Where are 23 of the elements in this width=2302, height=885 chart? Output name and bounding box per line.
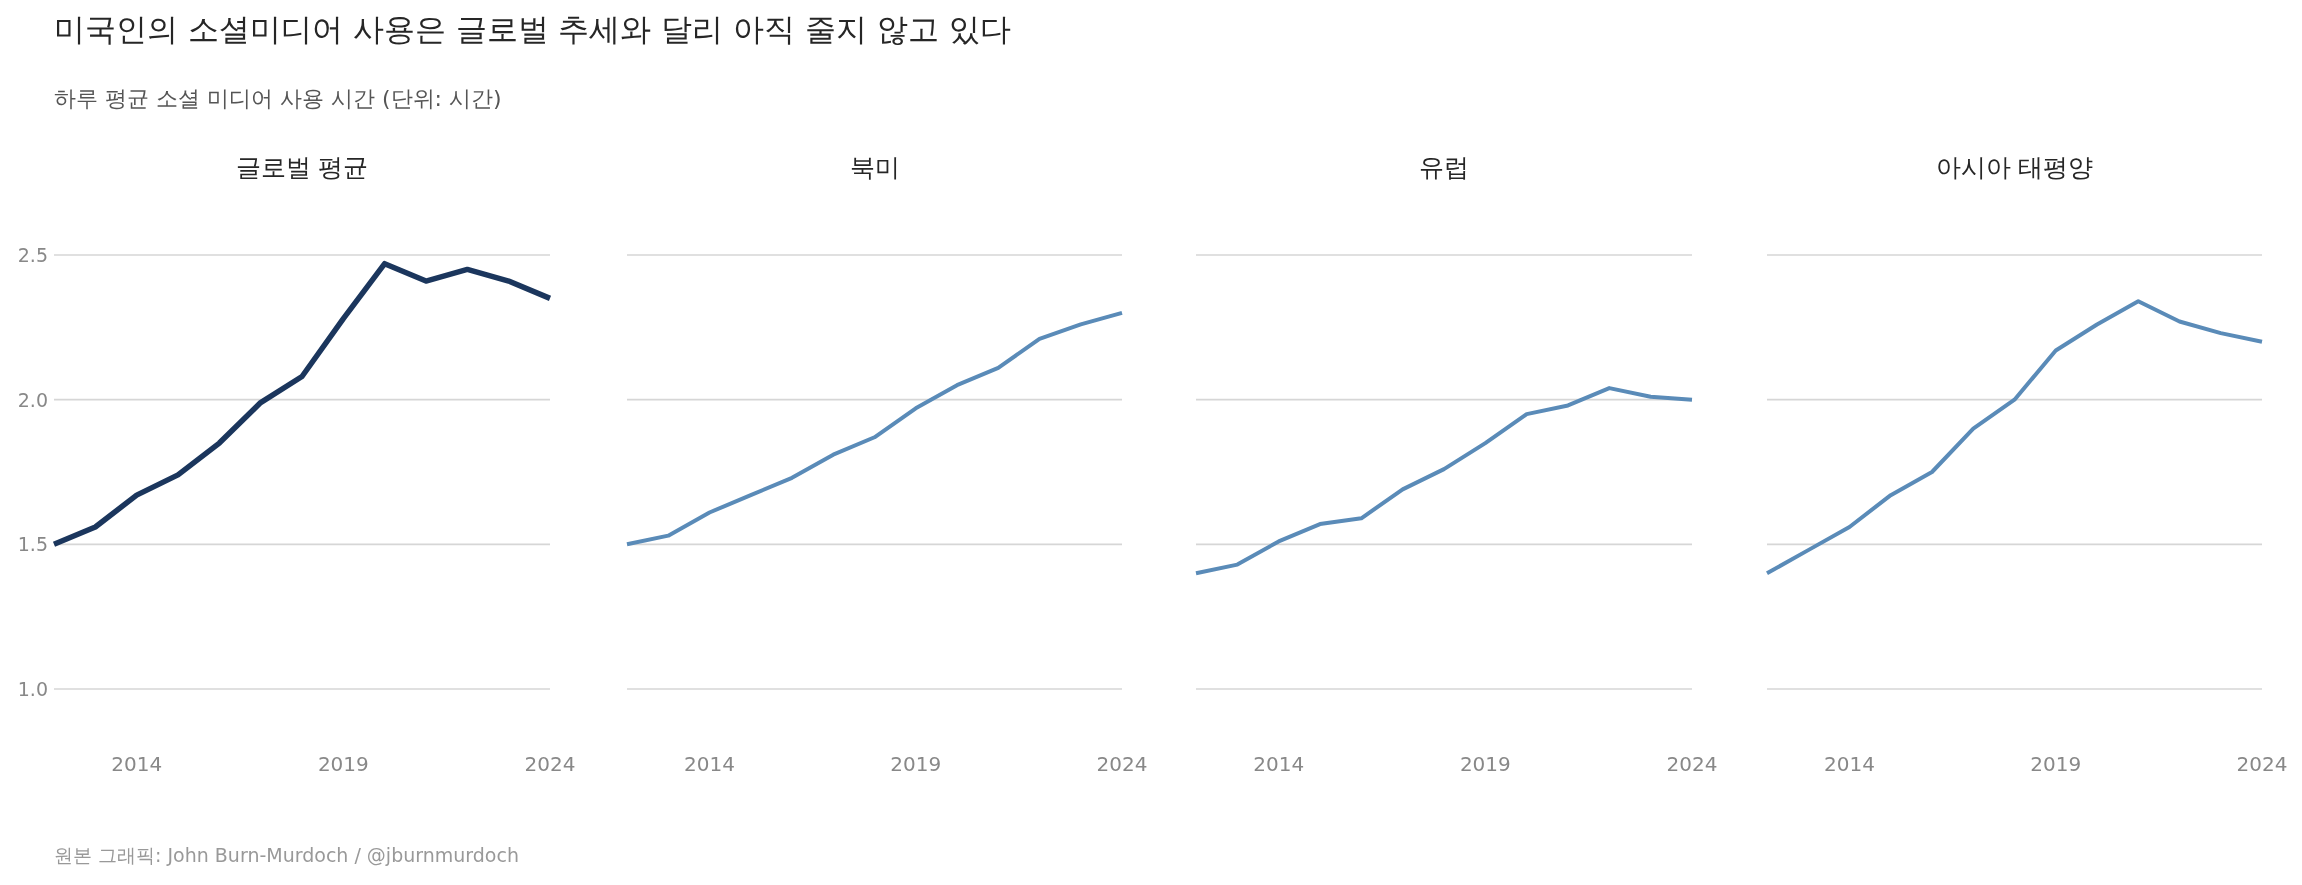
x-tick-label: 2024 xyxy=(2236,752,2288,776)
x-tick-label: 2024 xyxy=(1096,752,1148,776)
x-tick-label: 2014 xyxy=(1253,752,1305,776)
y-tick-label: 2.5 xyxy=(17,244,48,266)
x-tick-label: 2019 xyxy=(317,752,369,776)
x-tick-label: 2024 xyxy=(1666,752,1718,776)
x-tick-label: 2019 xyxy=(1459,752,1511,776)
x-tick-label: 2014 xyxy=(684,752,735,776)
text: 하루 평균 소셜 미디어 사용 시간 (단위: 시간) xyxy=(54,86,502,111)
text: 원본 그래픽: John Burn-Murdoch / @jburnmurdoch xyxy=(54,844,519,866)
y-tick-label: 2.0 xyxy=(17,388,48,411)
x-tick-label: 2019 xyxy=(2030,752,2082,776)
chart-title: 유럽 xyxy=(1419,153,1469,182)
chart-title: 북미 xyxy=(849,153,900,182)
y-tick-label: 1.0 xyxy=(17,678,48,700)
x-tick-label: 2014 xyxy=(111,752,163,776)
x-tick-label: 2024 xyxy=(524,752,576,776)
text: 미국인의 소셜미디어 사용은 글로벌 추세와 달리 아직 줄지 않고 있다 xyxy=(54,11,1011,47)
chart-title: 글로벌 평균 xyxy=(235,153,369,182)
y-tick-label: 1.5 xyxy=(17,533,48,556)
x-tick-label: 2014 xyxy=(1824,752,1875,776)
x-tick-label: 2019 xyxy=(890,752,942,776)
chart-title: 아시아 태평양 xyxy=(1935,153,2094,182)
